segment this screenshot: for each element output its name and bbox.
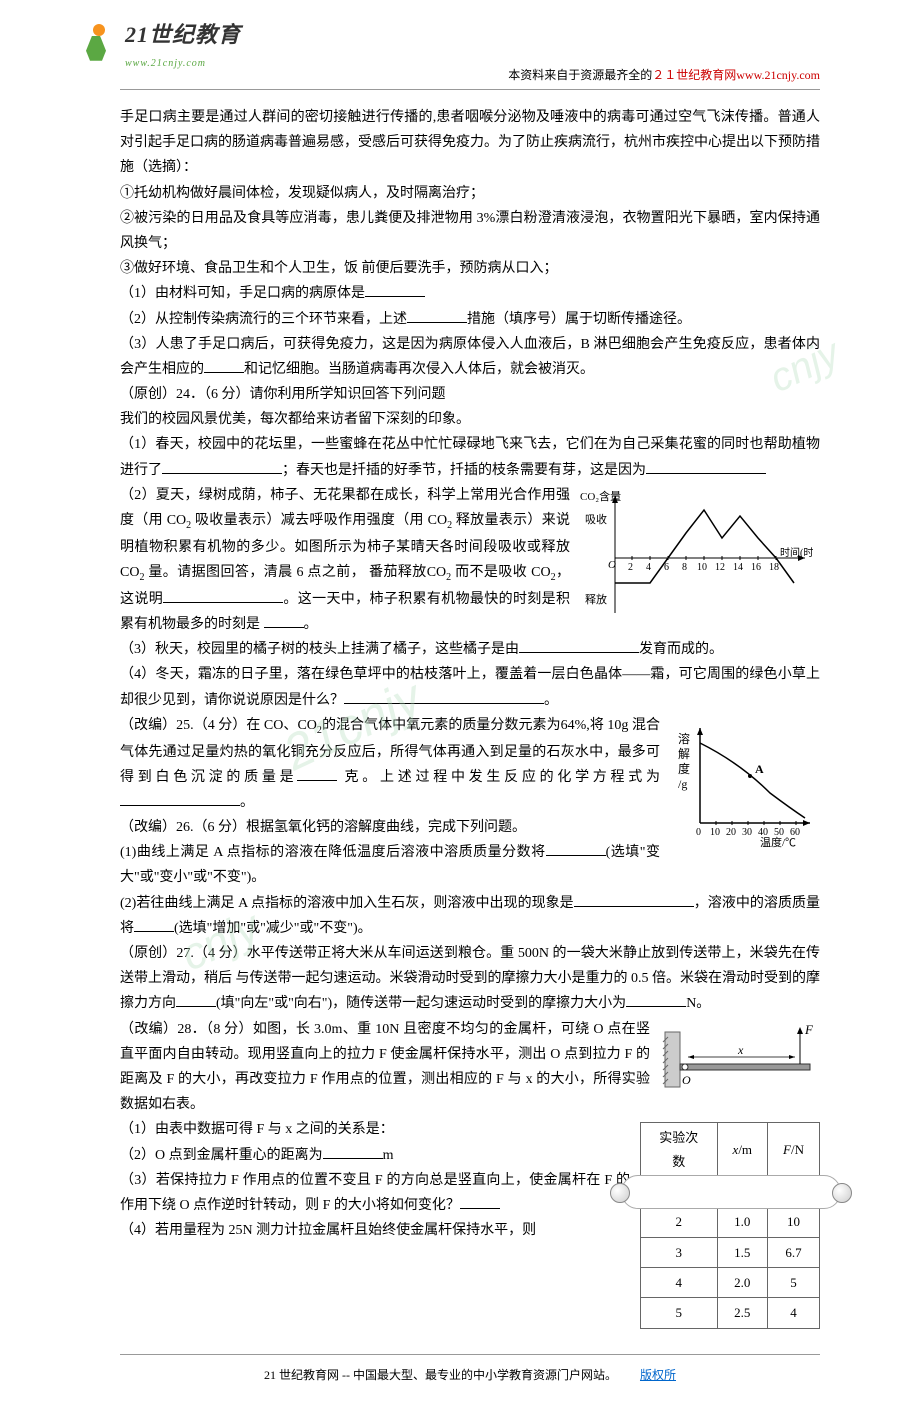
table-row: 42.05 <box>641 1267 820 1297</box>
intro-item2: ②被污染的日用品及食具等应消毒，患儿粪便及排泄物用 3%漂白粉澄清液浸泡，衣物置… <box>120 206 820 256</box>
logo-icon <box>70 19 120 69</box>
intro-q2: （2）从控制传染病流行的三个环节来看，上述措施（填序号）属于切断传播途径。 <box>120 307 820 332</box>
blank <box>162 458 282 474</box>
logo-url: www.21cnjy.com <box>125 55 241 73</box>
q24-p1: （1）春天，校园中的花坛里，一些蜜蜂在花丛中忙忙碌碌地飞来飞去，它们在为自己采集… <box>120 432 820 482</box>
svg-text:4: 4 <box>646 562 651 573</box>
copyright-link[interactable]: 版权所 <box>640 1368 676 1382</box>
q24-p4: （4）冬天，霜冻的日子里，落在绿色草坪中的枯枝落叶上，覆盖着一层白色晶体——霜，… <box>120 662 820 712</box>
logo: 21世纪教育 www.21cnjy.com <box>70 15 241 73</box>
table-magnifier-row <box>641 1177 820 1207</box>
blank <box>646 458 766 474</box>
intro-p1: 手足口病主要是通过人群间的密切接触进行传播的,患者咽喉分泌物及唾液中的病毒可通过… <box>120 105 820 181</box>
blank <box>264 612 304 628</box>
table-header: 实验次数 <box>641 1123 718 1177</box>
svg-text:温度/℃: 温度/℃ <box>760 835 796 848</box>
svg-text:O: O <box>608 559 616 571</box>
svg-text:14: 14 <box>733 562 743 573</box>
intro-item1: ①托幼机构做好晨间体检，发现疑似病人，及时隔离治疗； <box>120 181 820 206</box>
svg-text:度: 度 <box>678 761 690 776</box>
svg-text:8: 8 <box>682 562 687 573</box>
blank <box>176 991 216 1007</box>
svg-text:2: 2 <box>628 562 633 573</box>
svg-text:释放: 释放 <box>585 592 607 606</box>
document-content: 手足口病主要是通过人群间的密切接触进行传播的,患者咽喉分泌物及唾液中的病毒可通过… <box>120 105 820 1334</box>
svg-text:/g: /g <box>678 777 687 791</box>
blank <box>365 281 425 297</box>
lever-figure: O F x <box>660 1022 820 1092</box>
blank <box>626 991 686 1007</box>
page-header: 21世纪教育 www.21cnjy.com 本资料来自于资源最齐全的２１世纪教育… <box>120 20 820 90</box>
svg-text:0: 0 <box>696 827 701 838</box>
blank <box>204 357 244 373</box>
blank <box>134 916 174 932</box>
q24-title: （原创）24．（6 分）请你利用所学知识回答下列问题 <box>120 382 820 407</box>
svg-text:解: 解 <box>678 747 690 761</box>
co2-chart: CO₂含量 吸收 释放 2 4 6 8 10 12 14 16 18 时间(时 … <box>580 488 820 618</box>
blank <box>407 307 467 323</box>
table-row: 31.56.7 <box>641 1237 820 1267</box>
table-row: 52.54 <box>641 1298 820 1328</box>
blank <box>519 637 639 653</box>
svg-text:6: 6 <box>664 562 669 573</box>
blank <box>344 688 544 704</box>
page-footer: 21 世纪教育网 -- 中国最大型、最专业的中小学教育资源门户网站。 版权所 <box>120 1354 820 1387</box>
intro-item3: ③做好环境、食品卫生和个人卫生，饭 前便后要洗手，预防病从口入； <box>120 256 820 281</box>
intro-q3: （3）人患了手足口病后，可获得免疫力，这是因为病原体侵入人血液后，B 淋巴细胞会… <box>120 332 820 382</box>
blank <box>460 1193 500 1209</box>
experiment-table: 实验次数 x/m F/N 21.010 31.56.7 42.05 52.54 <box>640 1122 820 1328</box>
q24-p3: （3）秋天，校园里的橘子树的枝头上挂满了橘子，这些橘子是由发育而成的。 <box>120 637 820 662</box>
svg-text:20: 20 <box>726 827 736 838</box>
svg-text:CO₂含量: CO₂含量 <box>580 489 621 503</box>
table-header: x/m <box>717 1123 768 1177</box>
svg-text:O: O <box>682 1073 691 1087</box>
blank <box>297 765 337 781</box>
table-header: F/N <box>768 1123 820 1177</box>
svg-text:A: A <box>755 762 764 776</box>
svg-text:溶: 溶 <box>678 731 690 746</box>
header-source: 本资料来自于资源最齐全的２１世纪教育网www.21cnjy.com <box>508 65 820 87</box>
blank <box>163 587 283 603</box>
blank <box>323 1143 383 1159</box>
solubility-chart: A 溶 解 度 /g 0 10 20 30 40 50 60 温度/℃ <box>670 718 820 848</box>
svg-text:F: F <box>804 1022 814 1037</box>
intro-q1: （1）由材料可知，手足口病的病原体是 <box>120 281 820 306</box>
svg-text:时间(时: 时间(时 <box>780 546 813 559</box>
svg-text:12: 12 <box>715 562 725 573</box>
table-row: 21.010 <box>641 1207 820 1237</box>
q27: （原创）27.（4 分）水平传送带正将大米从车间运送到粮仓。重 500N 的一袋… <box>120 941 820 1017</box>
q24-intro: 我们的校园风景优美，每次都给来访者留下深刻的印象。 <box>120 407 820 432</box>
svg-text:18: 18 <box>769 562 779 573</box>
logo-title: 21世纪教育 <box>125 15 241 55</box>
svg-text:x: x <box>737 1043 744 1057</box>
blank <box>574 891 694 907</box>
svg-text:10: 10 <box>710 827 720 838</box>
svg-text:30: 30 <box>742 827 752 838</box>
blank <box>120 790 240 806</box>
q26-p2: (2)若往曲线上满足 A 点指标的溶液中加入生石灰，则溶液中出现的现象是，溶液中… <box>120 891 820 941</box>
svg-text:10: 10 <box>697 562 707 573</box>
svg-text:吸收: 吸收 <box>585 512 607 526</box>
blank <box>546 840 606 856</box>
svg-text:16: 16 <box>751 562 761 573</box>
